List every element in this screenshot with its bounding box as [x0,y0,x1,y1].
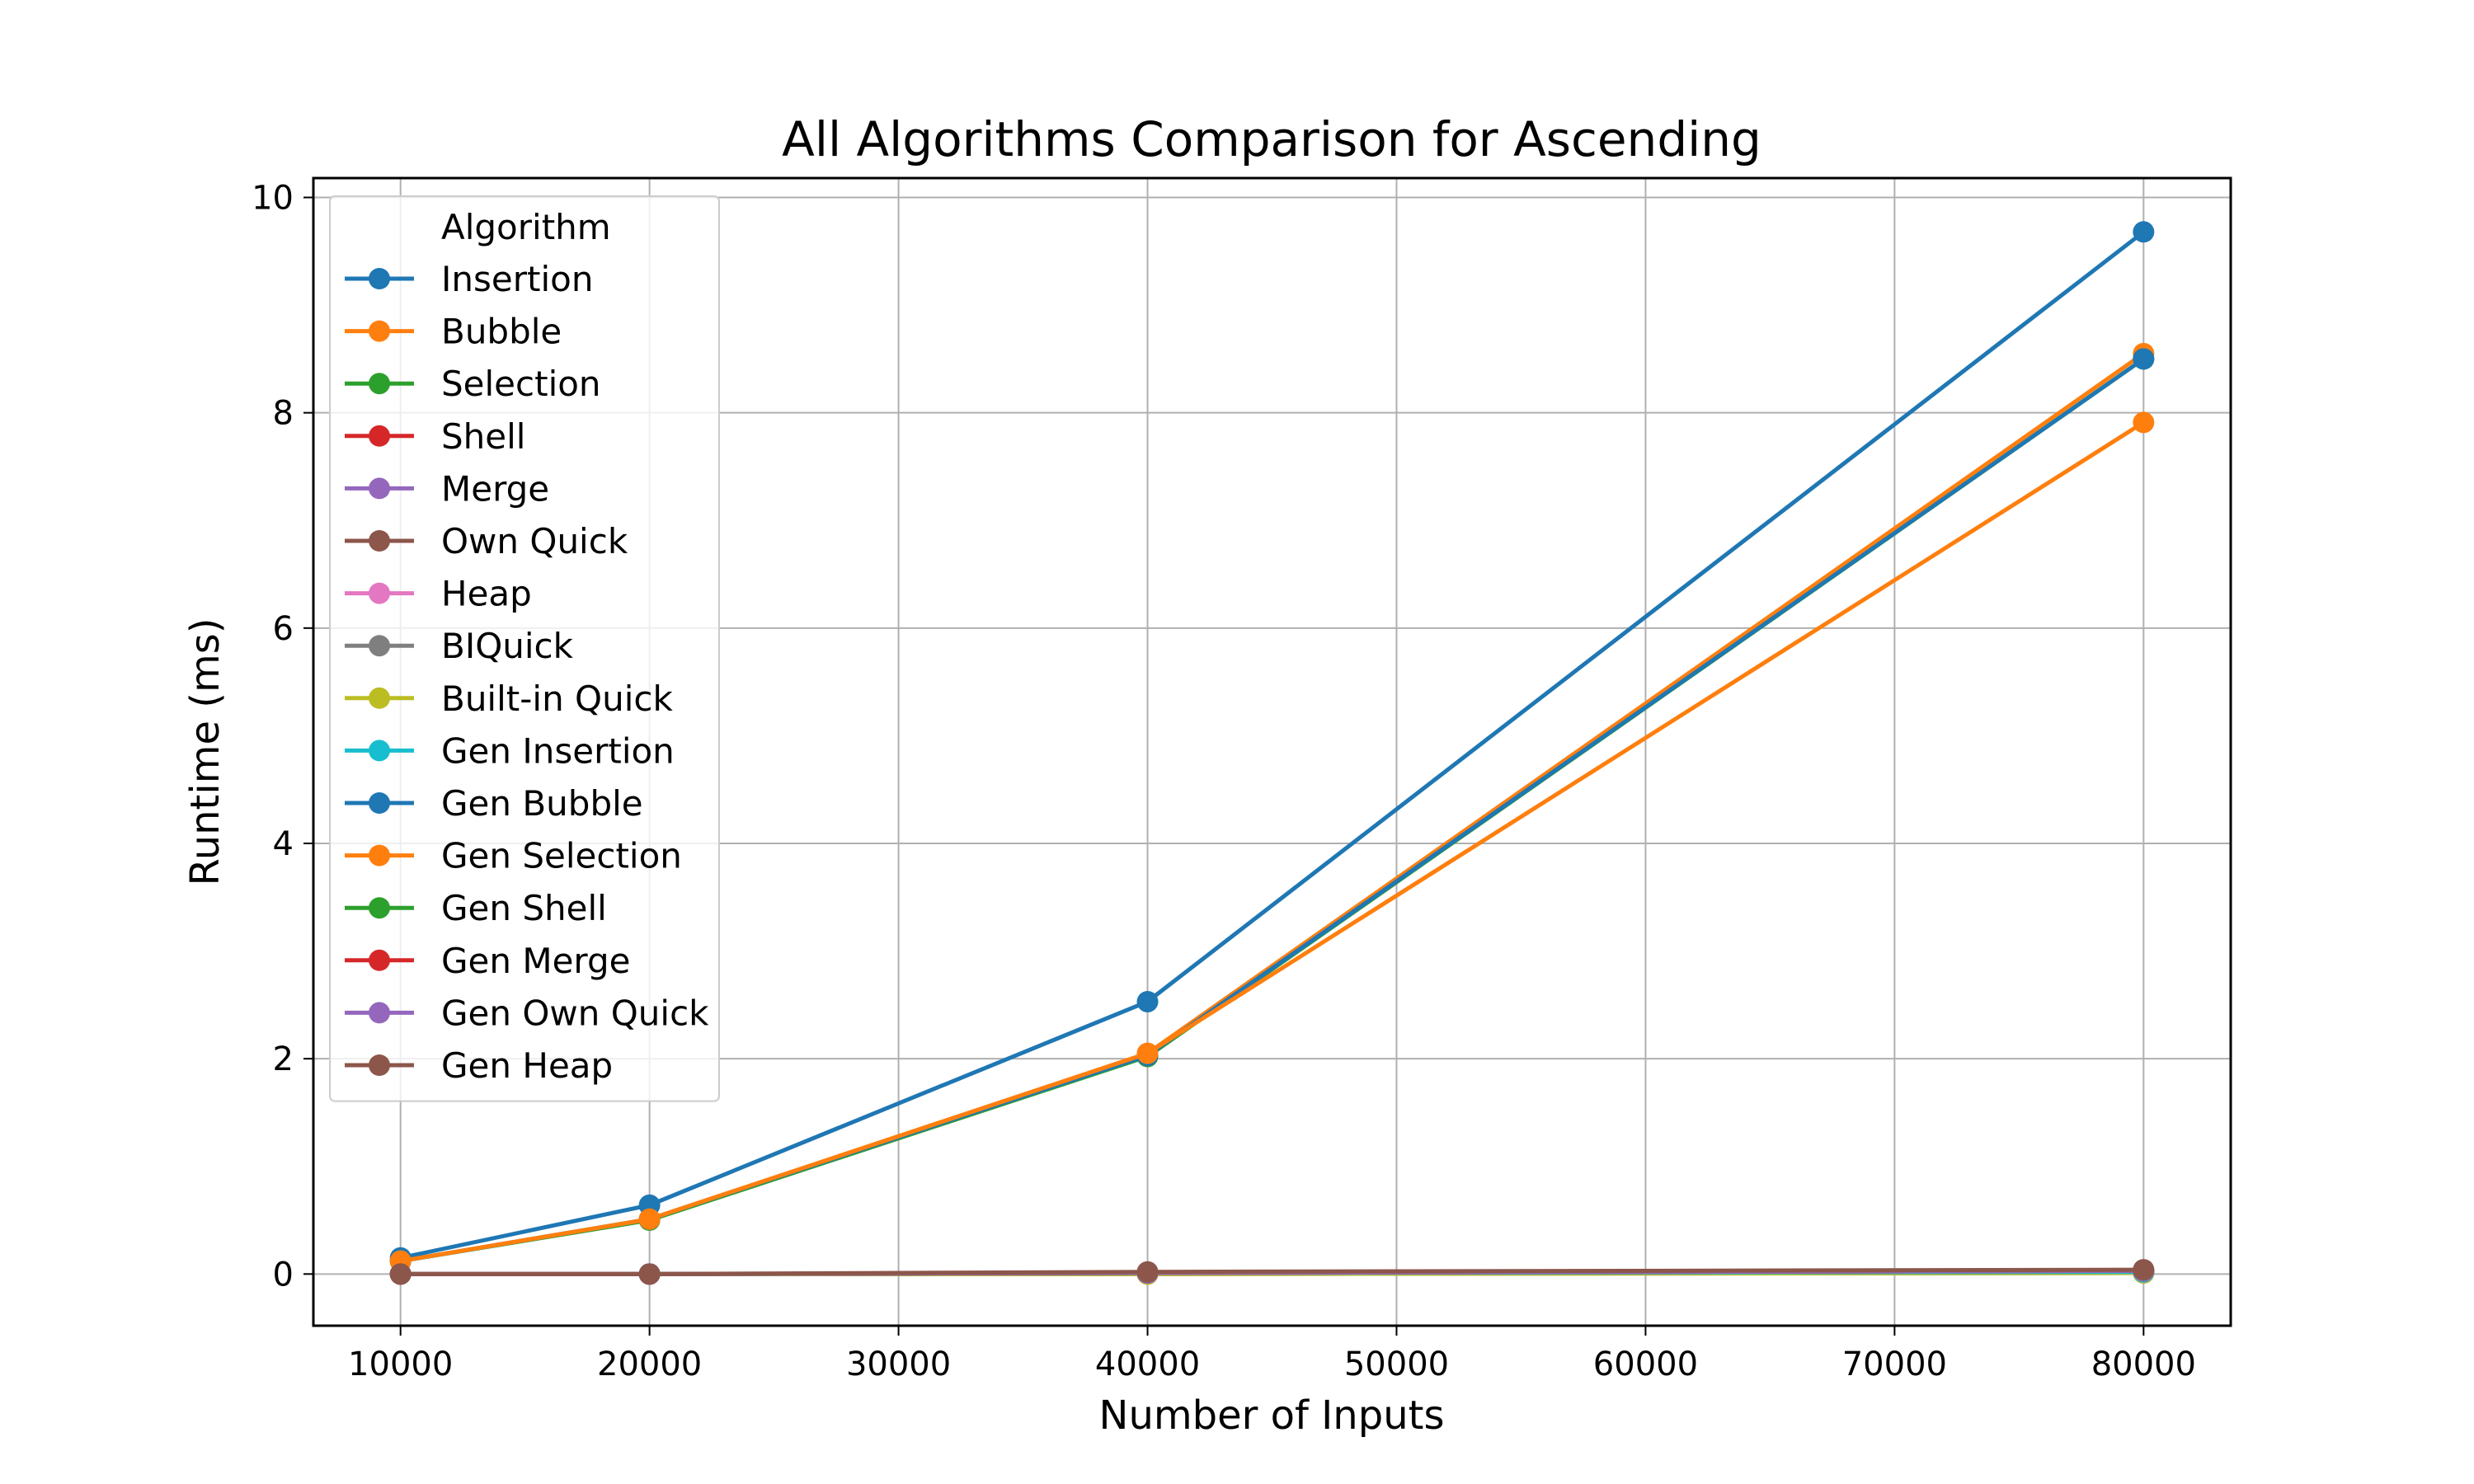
y-tick-label: 0 [273,1256,294,1294]
data-point [638,1263,661,1285]
legend-swatch-marker [369,320,390,342]
y-tick-label: 6 [273,610,294,648]
data-point [1136,1042,1159,1064]
data-point [2133,221,2155,243]
legend-entry: Selection [345,364,601,404]
legend-swatch-marker [369,1054,390,1076]
x-tick-label: 20000 [597,1345,702,1383]
x-tick-label: 70000 [1842,1345,1947,1383]
legend-swatch-marker [369,844,390,866]
legend-swatch-marker [369,373,390,395]
legend-label: Gen Heap [441,1045,613,1086]
legend-label: Merge [441,468,549,509]
legend-label: Gen Own Quick [441,993,709,1033]
legend-swatch-marker [369,792,390,814]
legend-entry: Merge [345,468,549,509]
legend-entry: Gen Insertion [345,730,675,771]
legend-swatch-marker [369,740,390,762]
legend-entry: Built-in Quick [345,679,673,719]
legend-label: Selection [441,364,601,404]
series-line [400,230,2145,1261]
data-point [2133,411,2155,434]
chart-title: All Algorithms Comparison for Ascending [782,111,1761,167]
data-point [2133,1259,2155,1281]
x-tick-label: 10000 [348,1345,453,1383]
legend-swatch-marker [369,530,390,552]
legend-swatch-marker [369,687,390,709]
y-axis-ticks: 0 2 4 6 8 10 [252,180,313,1294]
legend-label: Heap [441,574,532,614]
legend-entry: Gen Heap [345,1045,613,1086]
y-tick-label: 2 [273,1040,294,1078]
legend-entry: Shell [345,416,525,457]
legend-label: Gen Shell [441,888,607,928]
data-point [1136,1261,1159,1283]
plot-area-frame [312,176,2232,1327]
legend-label: Insertion [441,259,593,299]
legend-box [329,195,720,1102]
legend-label: Gen Insertion [441,730,675,771]
data-point [1136,990,1159,1012]
x-tick-label: 40000 [1095,1345,1200,1383]
plot-series [389,221,2155,1285]
legend-title: Algorithm [441,207,611,247]
legend-swatch-marker [369,268,390,289]
legend-entry: Gen Selection [345,836,682,876]
legend-entry: Heap [345,574,532,614]
series-line [400,420,2145,1264]
data-point [2133,348,2155,370]
legend-entry: Own Quick [345,521,628,561]
legend-swatch-marker [369,582,390,604]
x-tick-label: 60000 [1593,1345,1698,1383]
legend-label: Bubble [441,312,562,352]
legend-entry: Gen Own Quick [345,993,709,1033]
y-axis-label: Runtime (ms) [182,618,228,886]
y-tick-label: 4 [273,825,294,863]
x-axis-ticks: 10000 20000 30000 40000 50000 60000 70000 80000 [348,1326,2196,1383]
legend: Algorithm Insertion Bubble Selection Shell Me… [329,195,720,1102]
x-tick-label: 80000 [2091,1345,2196,1383]
series-line [400,1267,2144,1276]
legend-label: Built-in Quick [441,679,673,719]
x-axis-label: Number of Inputs [1099,1392,1445,1439]
legend-swatch-marker [369,1002,390,1024]
legend-label: Shell [441,416,525,457]
legend-swatch-marker [369,477,390,500]
legend-label: Gen Merge [441,941,630,981]
y-tick-label: 10 [252,180,294,218]
legend-label: BIQuick [441,626,574,666]
y-tick-label: 8 [273,395,294,433]
legend-label: Own Quick [441,521,628,561]
legend-entry: Bubble [345,312,562,352]
legend-label: Gen Selection [441,836,682,876]
legend-swatch-marker [369,635,390,657]
legend-entry: Insertion [345,259,593,299]
legend-entry: Gen Bubble [345,783,643,824]
data-point [638,1208,661,1230]
legend-entry: BIQuick [345,626,574,666]
legend-label: Gen Bubble [441,783,643,824]
legend-entry: Gen Merge [345,941,630,981]
legend-swatch-marker [369,949,390,971]
legend-swatch-marker [369,425,390,447]
data-point [389,1263,412,1285]
x-tick-label: 30000 [846,1345,951,1383]
legend-swatch-marker [369,897,390,919]
x-tick-label: 50000 [1344,1345,1449,1383]
legend-entry: Gen Shell [345,888,607,928]
series-gen-heap [389,1259,2155,1285]
series-gen-selection [389,411,2155,1272]
